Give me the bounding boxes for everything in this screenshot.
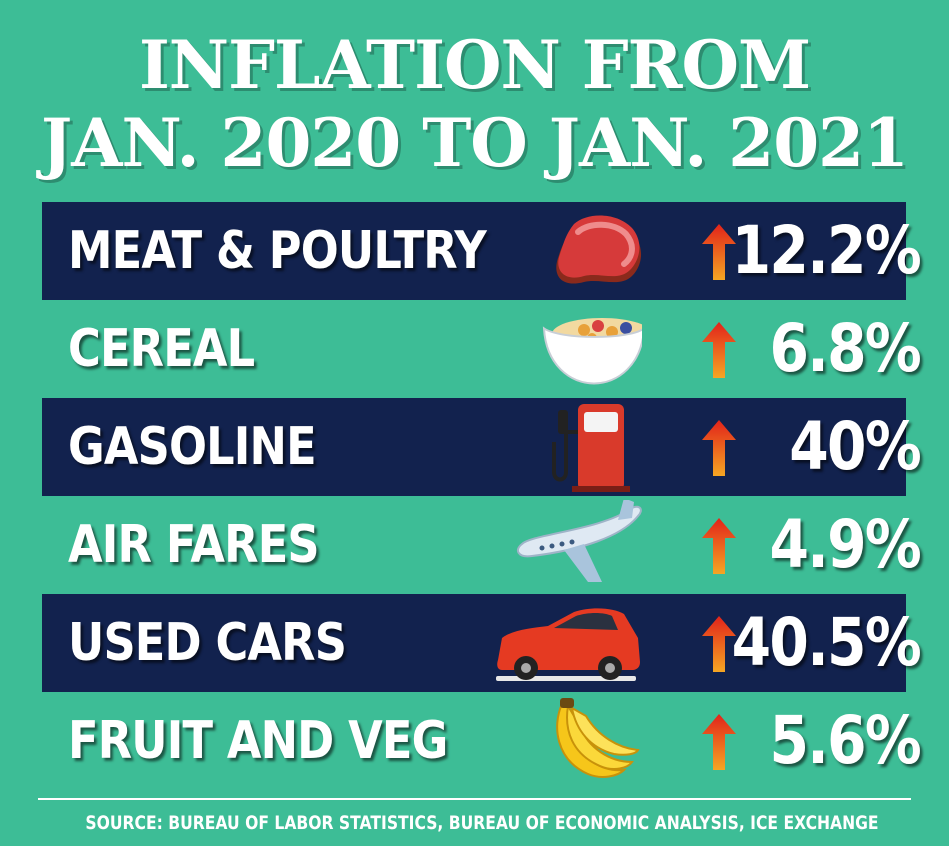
up-arrow-icon — [702, 714, 736, 770]
chart-title: INFLATION FROM JAN. 2020 TO JAN. 2021 — [0, 26, 949, 182]
banana-icon — [556, 698, 640, 778]
up-arrow-icon — [702, 224, 736, 280]
table-row: MEAT & POULTRY 12.2% — [42, 202, 922, 300]
table-row: FRUIT AND VEG 5.6% — [42, 692, 922, 790]
divider — [38, 798, 911, 800]
row-value: 40.5% — [731, 604, 922, 681]
table-row: USED CARS 40.5% — [42, 594, 922, 692]
car-icon — [496, 608, 640, 681]
row-value: 4.9% — [769, 506, 921, 583]
row-label: AIR FARES — [68, 515, 320, 575]
title-line-2: JAN. 2020 TO JAN. 2021 — [41, 104, 909, 182]
table-row: CEREAL 6.8% — [42, 300, 922, 398]
inflation-table: MEAT & POULTRY 12.2% CEREAL 6.8% GASOLIN… — [42, 202, 922, 790]
table-row: AIR FARES 4.9% — [42, 496, 922, 594]
row-label: USED CARS — [68, 613, 347, 673]
up-arrow-icon — [702, 518, 736, 574]
up-arrow-icon — [702, 420, 736, 476]
row-label: MEAT & POULTRY — [68, 221, 487, 281]
row-value: 5.6% — [769, 702, 921, 779]
source-note: SOURCE: BUREAU OF LABOR STATISTICS, BURE… — [85, 812, 879, 834]
gas-pump-icon — [552, 404, 630, 492]
row-label: FRUIT AND VEG — [68, 711, 448, 771]
up-arrow-icon — [702, 322, 736, 378]
row-label: CEREAL — [68, 319, 255, 379]
airplane-icon — [516, 500, 642, 582]
row-label: GASOLINE — [68, 417, 317, 477]
up-arrow-icon — [702, 616, 736, 672]
row-value: 12.2% — [731, 212, 922, 289]
table-row: GASOLINE 40% — [42, 398, 922, 496]
title-line-1: INFLATION FROM — [138, 26, 811, 104]
row-value: 40% — [789, 408, 921, 485]
row-value: 6.8% — [769, 310, 921, 387]
steak-icon — [556, 215, 642, 284]
cereal-bowl-icon — [542, 318, 642, 385]
